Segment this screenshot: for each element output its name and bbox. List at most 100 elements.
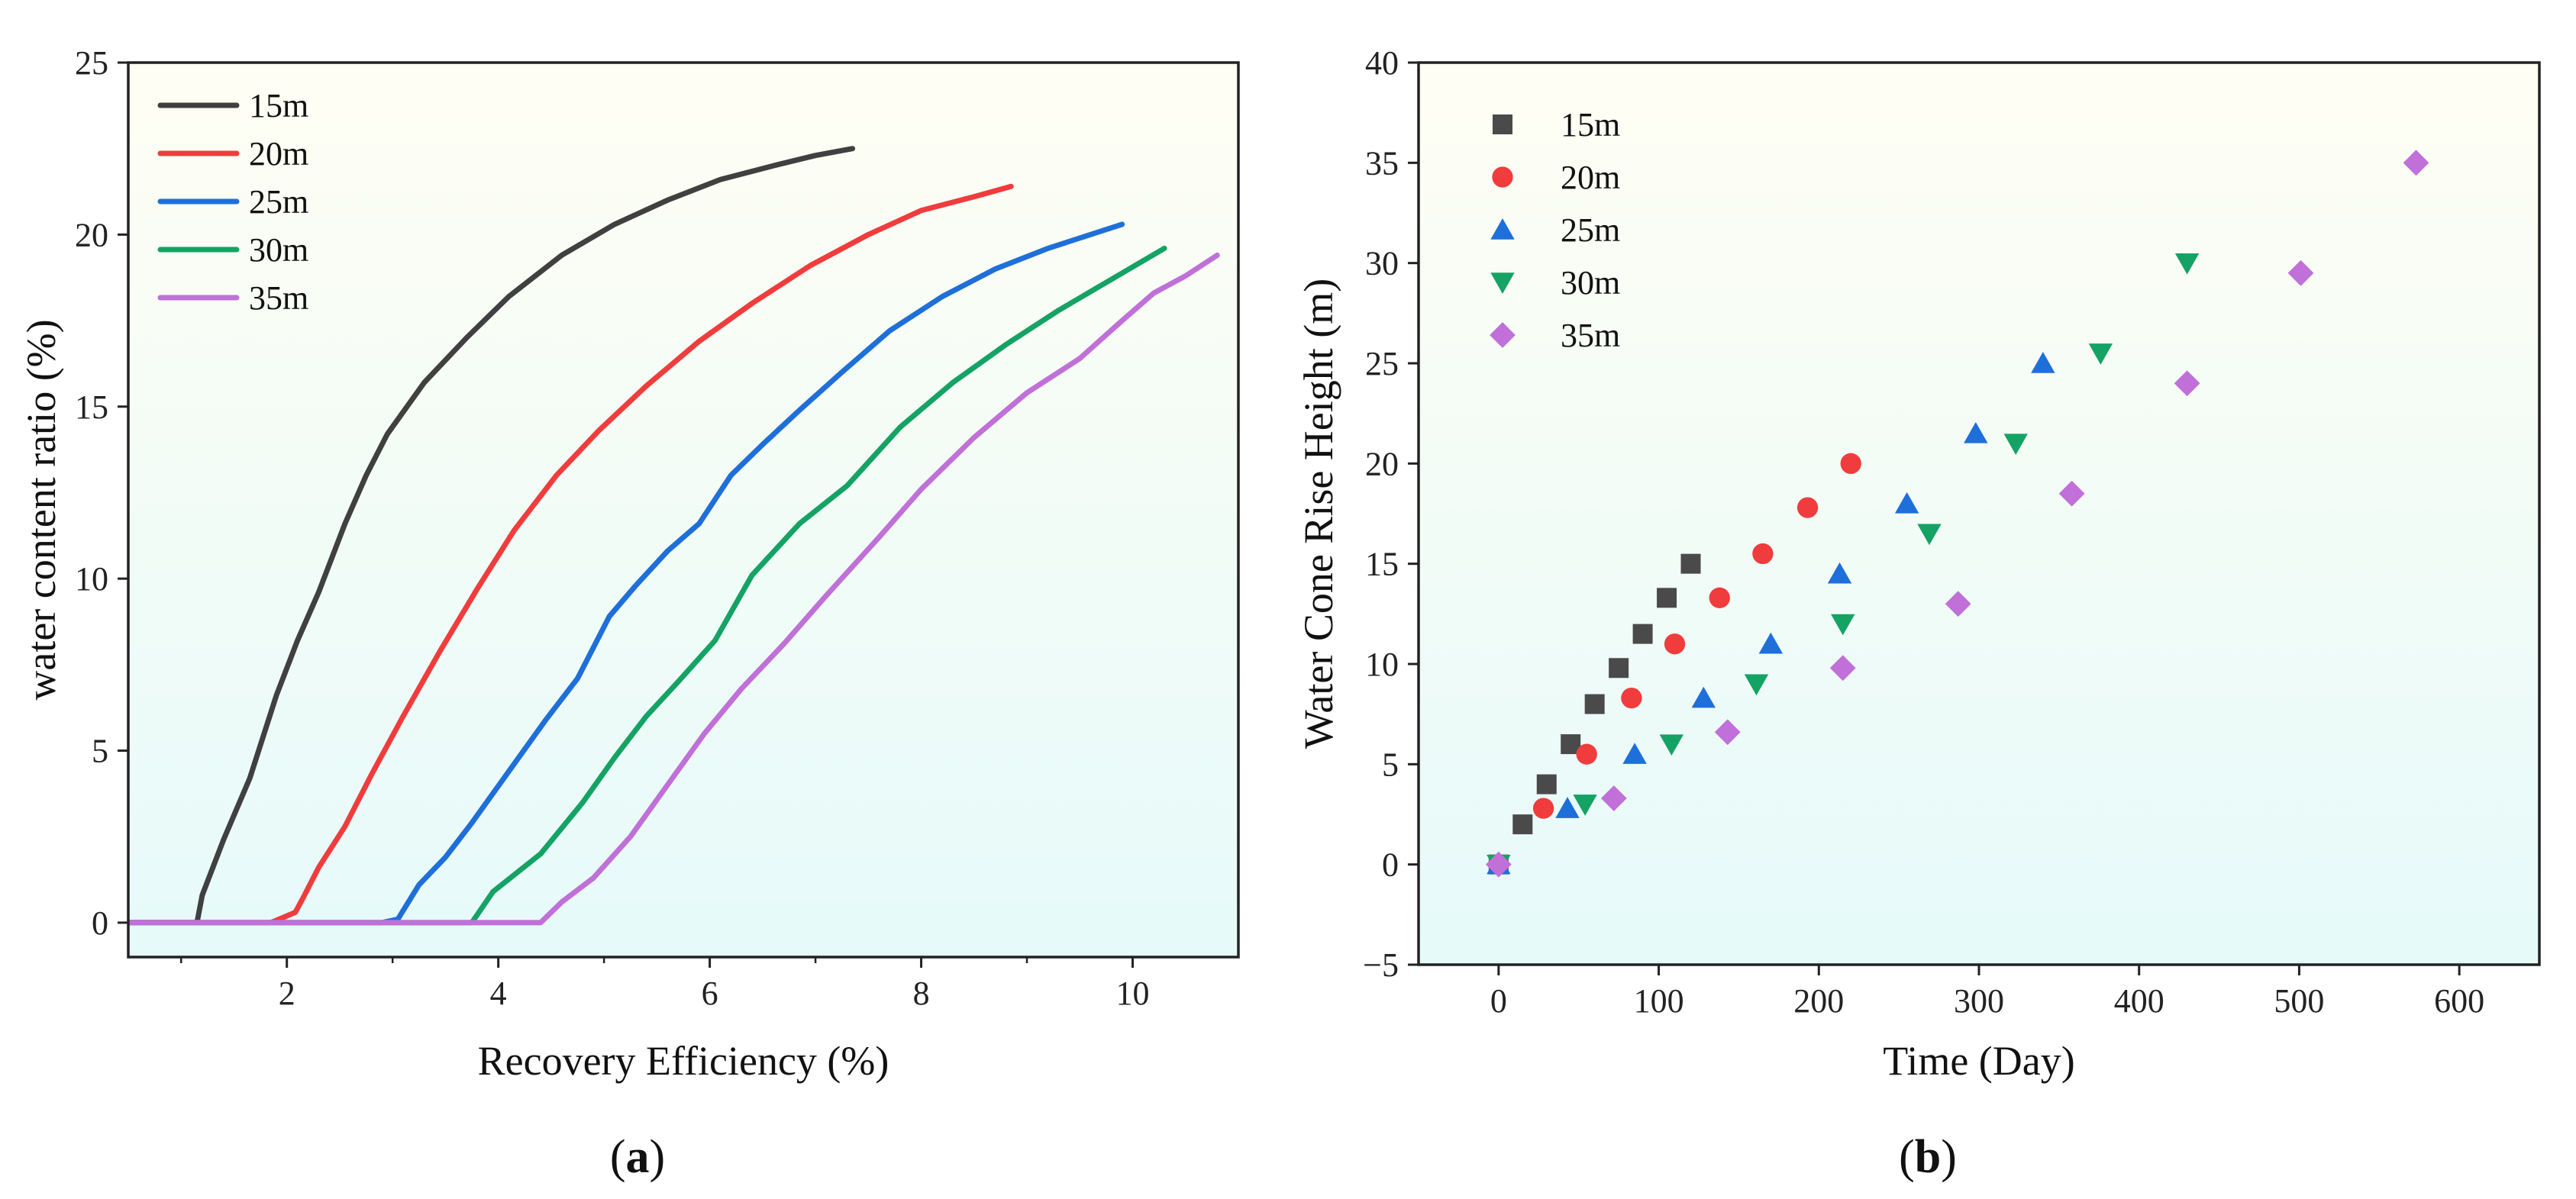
x-axis-title: Time (Day) (1883, 1038, 2075, 1084)
legend-label-35m: 35m (1561, 317, 1620, 354)
y-tick-label: 5 (1382, 746, 1399, 783)
data-point-15m (1609, 658, 1629, 678)
x-tick-label: 6 (702, 975, 718, 1012)
panel-label-open: ( (610, 1131, 626, 1183)
data-point-25m (1758, 632, 1784, 654)
y-tick-label: 5 (92, 733, 108, 770)
x-tick-label: 400 (2114, 982, 2164, 1020)
y-axis-title: water content ratio (%) (18, 319, 64, 700)
data-point-25m (2031, 352, 2055, 373)
x-tick-label: 4 (490, 975, 507, 1012)
y-tick-label: 40 (1365, 44, 1399, 82)
series-line-30m (128, 245, 1167, 926)
data-point-30m (1831, 614, 1855, 636)
data-point-25m (1827, 562, 1852, 584)
y-tick-label: 15 (75, 388, 108, 426)
panel-label: (b) (1899, 1131, 1957, 1183)
data-point-20m (1796, 497, 1819, 518)
data-point-20m (1664, 633, 1686, 655)
data-point-30m (2088, 343, 2113, 365)
x-tick-label: 100 (1634, 982, 1684, 1020)
y-tick-label: 25 (1365, 345, 1399, 382)
data-point-35m (1829, 655, 1856, 682)
data-point-20m (1840, 453, 1861, 474)
x-tick-label: 600 (2434, 982, 2484, 1020)
data-point-20m (1532, 798, 1554, 819)
data-point-25m (1622, 743, 1647, 764)
data-point-25m (1894, 492, 1919, 514)
y-tick-label: 35 (1365, 144, 1399, 182)
data-point-35m (1485, 851, 1512, 878)
data-point-20m (1621, 688, 1642, 709)
legend-label-15m: 15m (1561, 106, 1620, 143)
series-line-15m (128, 146, 856, 926)
series-group (1485, 150, 2429, 878)
x-tick-label: 10 (1116, 975, 1150, 1012)
y-tick-label: 30 (1365, 245, 1399, 282)
panel-label-close: ) (650, 1131, 666, 1183)
data-point-35m (2287, 259, 2314, 286)
y-tick-label: 0 (92, 904, 108, 942)
panel-label-close: ) (1941, 1131, 1957, 1183)
x-tick-label: 300 (1954, 982, 2004, 1020)
x-tick-label: 8 (913, 975, 930, 1012)
legend-label-20m: 20m (249, 135, 308, 172)
legend-label-35m: 35m (249, 279, 308, 317)
y-tick-label: 25 (75, 44, 108, 82)
legend-marker-20m (1492, 166, 1513, 188)
series-line-25m (128, 221, 1125, 926)
legend-label-30m: 30m (249, 231, 308, 269)
data-point-15m (1657, 588, 1677, 608)
panel-b-chart: 0 100 200 300 400 500 600 −5 0 5 10 15 20 25 30 35 40 15m… (1296, 44, 2541, 1183)
data-point-25m (1691, 686, 1716, 708)
legend-marker-15m (1493, 114, 1512, 134)
y-tick-label: 10 (75, 560, 108, 598)
plot-background (1419, 63, 2539, 965)
data-point-25m (1964, 421, 1988, 443)
data-point-20m (1752, 543, 1774, 565)
plot-frame (1417, 61, 2541, 966)
legend-label-15m: 15m (249, 87, 308, 124)
x-tick-label: 500 (2274, 982, 2324, 1020)
data-point-15m (1584, 694, 1605, 714)
y-tick-label: 20 (1365, 445, 1399, 482)
data-point-30m (2174, 253, 2200, 275)
x-tick-label: 200 (1793, 982, 1844, 1020)
data-point-30m (1573, 794, 1597, 816)
y-tick-label: 20 (75, 216, 108, 253)
data-point-35m (1600, 785, 1627, 811)
y-tick-label: 10 (1365, 646, 1399, 683)
data-point-15m (1680, 553, 1701, 574)
data-point-30m (1744, 674, 1769, 696)
x-axis-title: Recovery Efficiency (%) (478, 1038, 889, 1084)
data-point-15m (1632, 624, 1653, 644)
data-point-30m (1917, 524, 1942, 546)
data-point-30m (2003, 434, 2028, 456)
panel-label: (a) (610, 1131, 665, 1183)
plot-background (128, 63, 1238, 957)
data-point-25m (1555, 797, 1580, 818)
series-line-20m (128, 183, 1014, 926)
y-tick-label: 0 (1382, 846, 1399, 884)
legend-label-25m: 25m (1561, 211, 1620, 249)
y-tick-label: 15 (1365, 546, 1399, 583)
legend-label-25m: 25m (249, 183, 308, 221)
panel-label-letter: b (1915, 1131, 1941, 1183)
panel-label-open: ( (1899, 1131, 1915, 1183)
legend-marker-30m (1490, 272, 1515, 294)
data-point-35m (1714, 719, 1741, 746)
y-tick-label: −5 (1363, 946, 1399, 984)
legend-marker-35m (1490, 322, 1516, 348)
data-point-30m (1659, 734, 1684, 756)
data-point-20m (1709, 587, 1730, 608)
panel-a-chart: 2 4 6 8 10 0 5 10 15 20 25 15m 20m 25m 30m 35m Recovery … (18, 44, 1240, 1183)
legend-label-30m: 30m (1561, 264, 1620, 301)
series-line-35m (128, 252, 1220, 926)
x-tick-label: 0 (1490, 982, 1507, 1020)
legend-marker-25m (1490, 218, 1515, 240)
x-tick-label: 2 (279, 975, 295, 1012)
panel-label-letter: a (626, 1131, 650, 1183)
data-point-35m (2403, 150, 2429, 176)
series-group (128, 146, 1220, 926)
